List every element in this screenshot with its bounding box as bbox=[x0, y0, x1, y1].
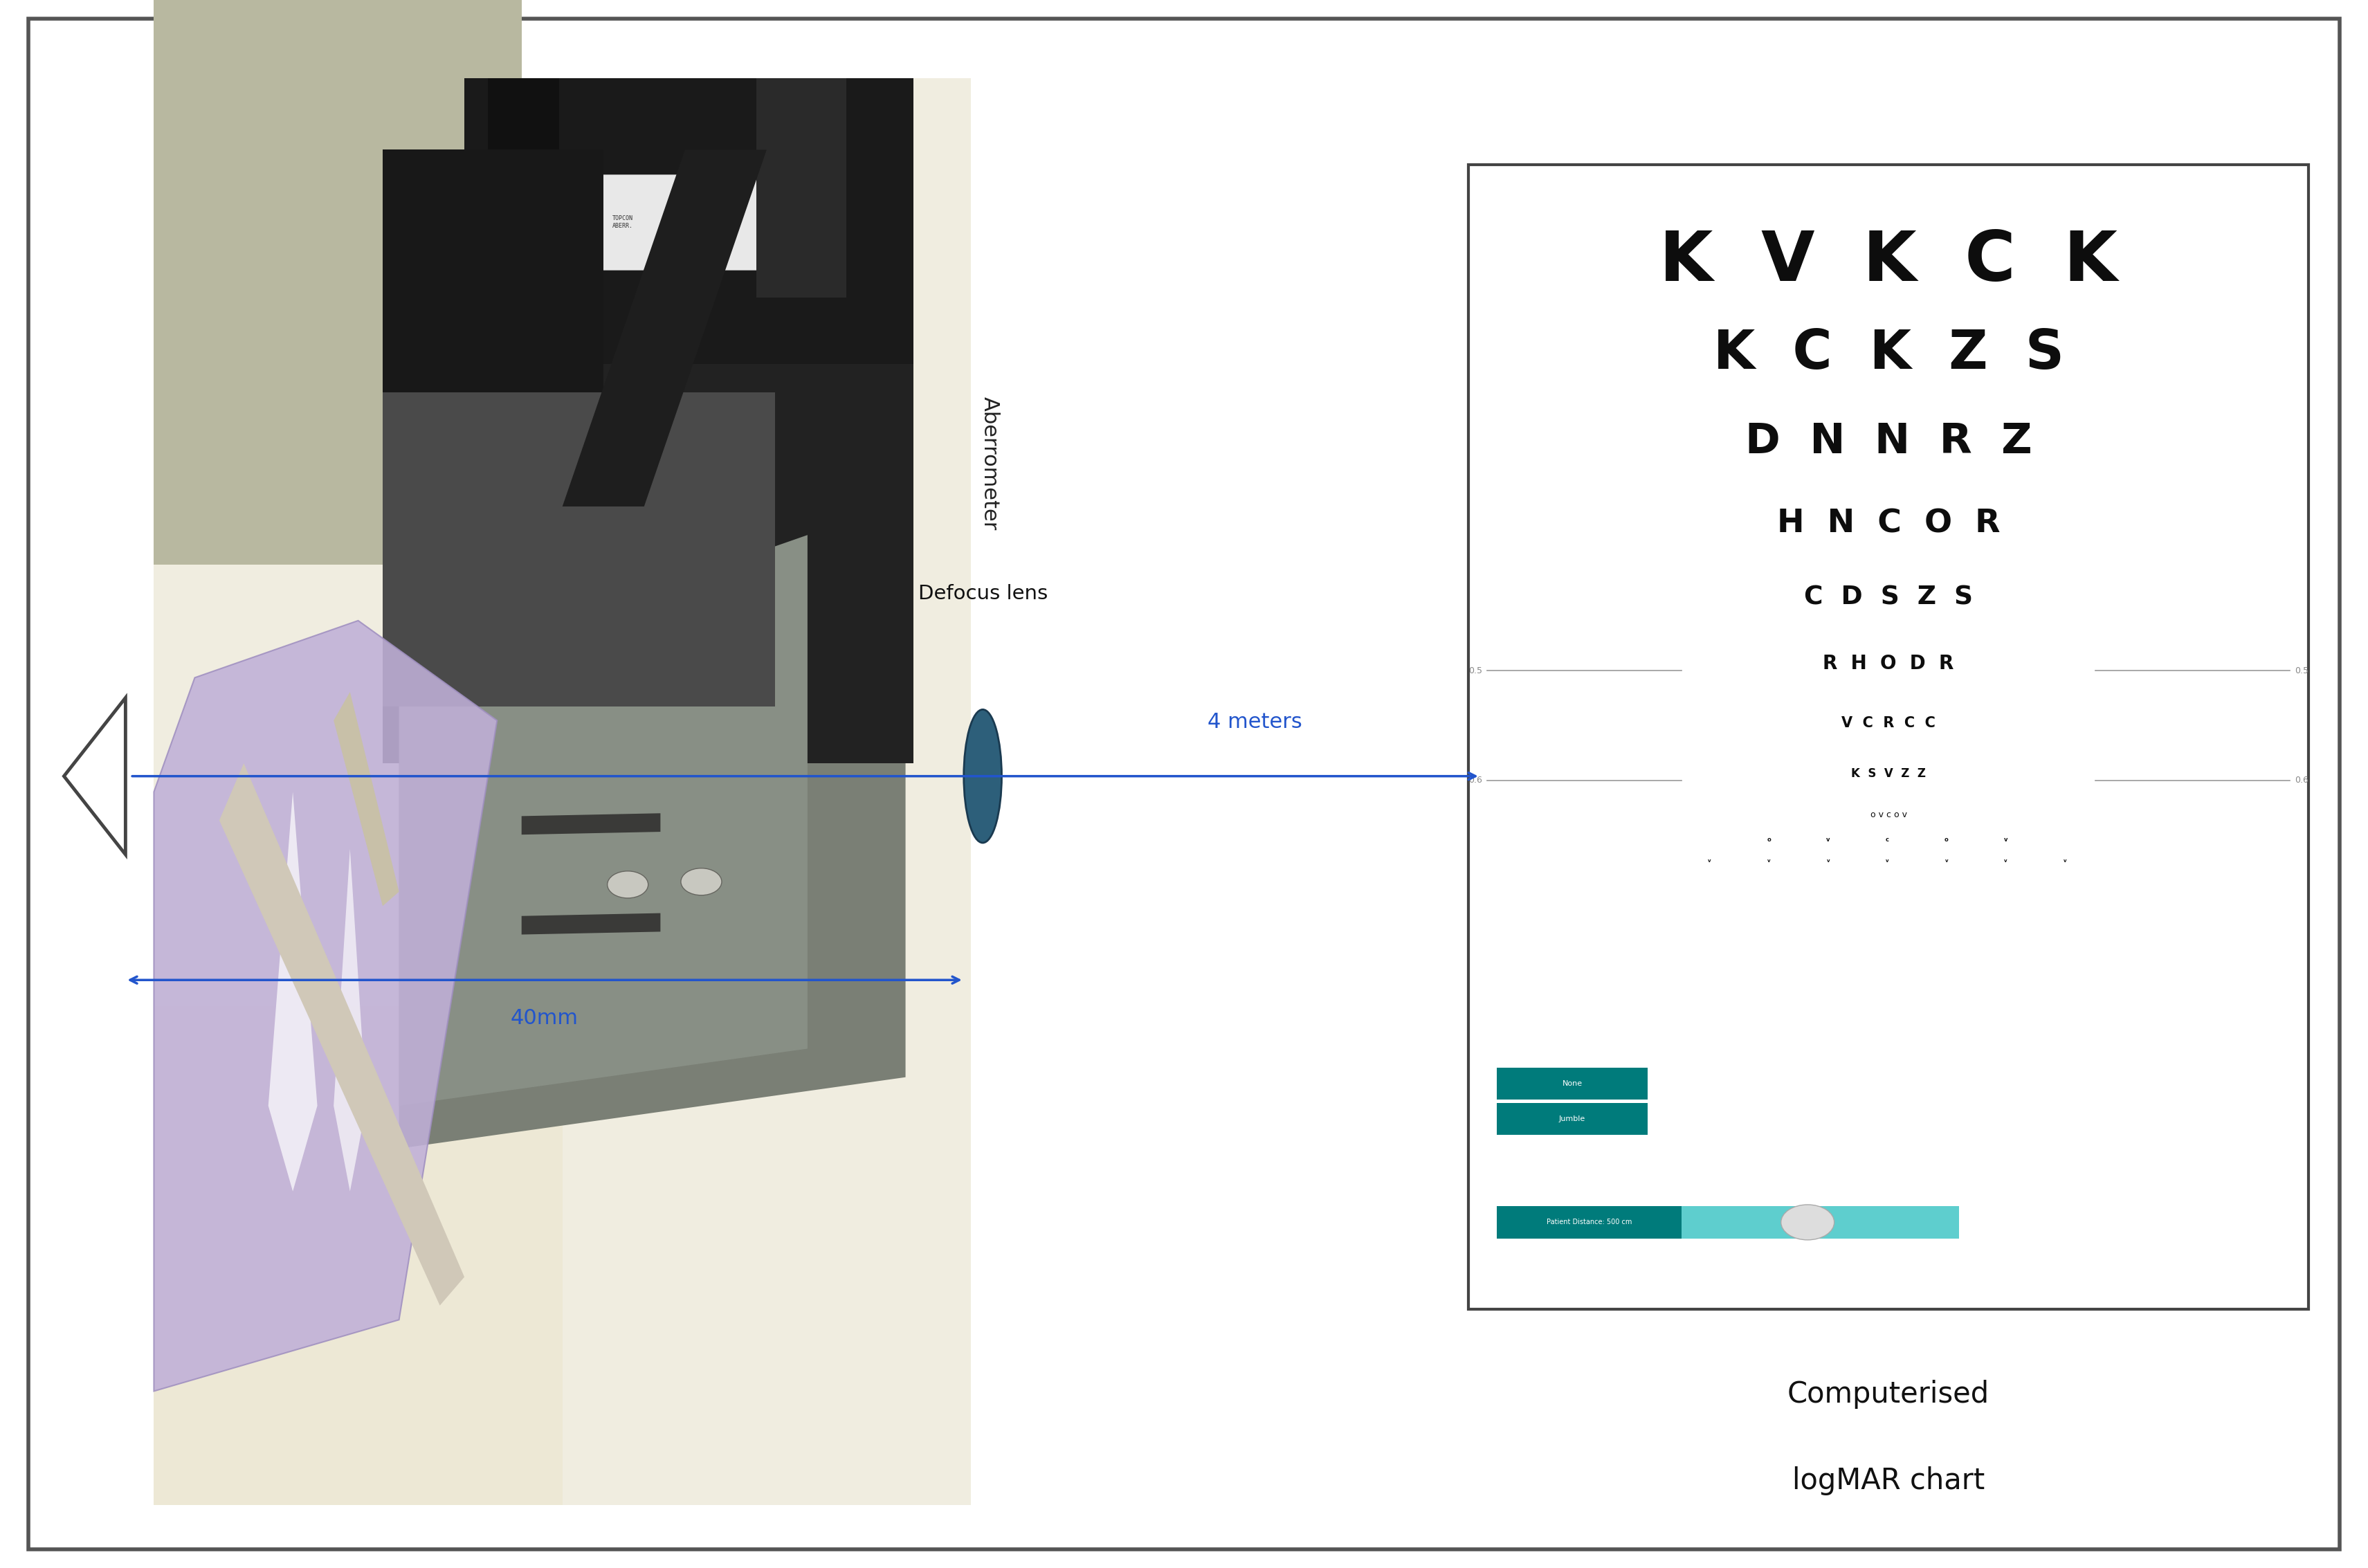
Text: K  S  V  Z  Z: K S V Z Z bbox=[1852, 767, 1925, 779]
Polygon shape bbox=[398, 535, 807, 1105]
Bar bbox=[1497, 1068, 1648, 1099]
Polygon shape bbox=[334, 691, 398, 906]
Polygon shape bbox=[398, 506, 905, 1148]
Text: c: c bbox=[1885, 837, 1890, 844]
Text: v: v bbox=[2003, 859, 2008, 862]
Bar bbox=[154, 78, 971, 1505]
Text: R  H  O  D  R: R H O D R bbox=[1823, 654, 1954, 673]
Text: Computerised: Computerised bbox=[1788, 1380, 1989, 1410]
Text: v: v bbox=[2063, 859, 2067, 862]
Text: v: v bbox=[1885, 859, 1890, 862]
Polygon shape bbox=[334, 848, 367, 1192]
Text: V  C  R  C  C: V C R C C bbox=[1842, 717, 1935, 731]
Circle shape bbox=[606, 872, 649, 898]
Text: o: o bbox=[1767, 837, 1771, 844]
Text: v: v bbox=[1707, 859, 1712, 862]
Polygon shape bbox=[220, 764, 464, 1306]
Bar bbox=[154, 1007, 561, 1505]
Bar bbox=[384, 364, 914, 764]
Bar bbox=[1497, 1102, 1648, 1135]
Text: 4 meters: 4 meters bbox=[1208, 712, 1302, 732]
Text: 0.6: 0.6 bbox=[2295, 776, 2309, 786]
Text: 40mm: 40mm bbox=[511, 1008, 578, 1029]
Text: v: v bbox=[1826, 859, 1830, 862]
Polygon shape bbox=[521, 913, 661, 935]
Text: C  D  S  Z  S: C D S Z S bbox=[1804, 585, 1973, 610]
Bar bbox=[464, 78, 914, 387]
Polygon shape bbox=[521, 814, 661, 834]
Polygon shape bbox=[488, 78, 559, 215]
Bar bbox=[1497, 1206, 1681, 1239]
Text: Patient Distance: 500 cm: Patient Distance: 500 cm bbox=[1546, 1218, 1632, 1226]
Text: v: v bbox=[1944, 859, 1949, 862]
Text: TOPCON
ABERR.: TOPCON ABERR. bbox=[613, 215, 632, 229]
Polygon shape bbox=[268, 792, 317, 1192]
Text: D  N  N  R  Z: D N N R Z bbox=[1745, 422, 2032, 463]
Polygon shape bbox=[561, 151, 767, 506]
Bar bbox=[1681, 1206, 1958, 1239]
Text: o: o bbox=[1944, 837, 1949, 844]
Text: Jumble: Jumble bbox=[1558, 1115, 1587, 1123]
Circle shape bbox=[1781, 1204, 1835, 1240]
Text: 0.5: 0.5 bbox=[1468, 666, 1482, 676]
Bar bbox=[384, 392, 774, 706]
Polygon shape bbox=[384, 151, 604, 392]
Polygon shape bbox=[755, 78, 845, 298]
Text: H  N  C  O  R: H N C O R bbox=[1776, 508, 2001, 539]
Bar bbox=[1468, 165, 2309, 1309]
Text: K  V  K  C  K: K V K C K bbox=[1660, 229, 2117, 295]
Text: Defocus lens: Defocus lens bbox=[919, 585, 1047, 604]
Text: K  C  K  Z  S: K C K Z S bbox=[1712, 328, 2065, 379]
Text: o v c o v: o v c o v bbox=[1871, 811, 1906, 820]
Polygon shape bbox=[154, 621, 497, 1391]
Text: v: v bbox=[1826, 837, 1830, 844]
Bar bbox=[154, 0, 521, 564]
Text: Aberrometer: Aberrometer bbox=[980, 397, 999, 530]
Text: logMAR chart: logMAR chart bbox=[1793, 1466, 1984, 1496]
Text: 0.5: 0.5 bbox=[2295, 666, 2309, 676]
Ellipse shape bbox=[964, 709, 1002, 844]
Bar bbox=[488, 174, 758, 270]
Text: v: v bbox=[1767, 859, 1771, 862]
Circle shape bbox=[682, 869, 722, 895]
Text: 0.6: 0.6 bbox=[1468, 776, 1482, 786]
Text: v: v bbox=[2003, 837, 2008, 844]
Text: None: None bbox=[1563, 1080, 1582, 1087]
